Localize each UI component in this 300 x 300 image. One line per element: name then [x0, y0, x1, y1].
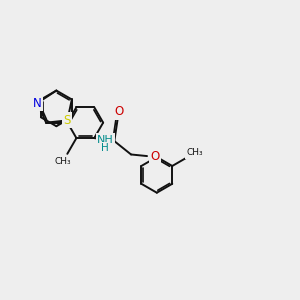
Text: N: N: [33, 97, 42, 110]
Text: CH₃: CH₃: [187, 148, 203, 158]
Text: CH₃: CH₃: [55, 157, 71, 166]
Text: O: O: [114, 105, 123, 118]
Text: S: S: [64, 114, 71, 127]
Text: O: O: [151, 150, 160, 164]
Text: NH: NH: [97, 135, 114, 145]
Text: H: H: [101, 143, 109, 153]
